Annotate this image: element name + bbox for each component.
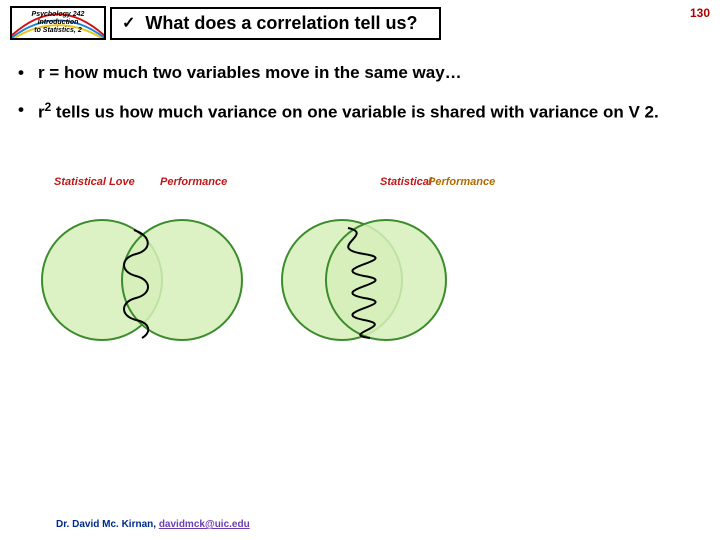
- check-icon: ✓: [122, 13, 135, 33]
- bullet-marker: •: [18, 99, 24, 125]
- bullet-marker: •: [18, 62, 24, 85]
- venn-label-right: Performance: [160, 176, 227, 188]
- footer: Dr. David Mc. Kirnan, davidmck@uic.edu: [56, 519, 250, 530]
- venn-diagram: StatisticalPerformance: [254, 168, 464, 368]
- venn-label-right: Performance: [428, 176, 495, 188]
- slide-number: 130: [690, 6, 710, 20]
- venn-diagram: Statistical Love Performance: [34, 168, 244, 368]
- logo-line3: to Statistics, 2: [32, 27, 85, 35]
- venn-label-left: Statistical: [380, 176, 432, 188]
- venn-label-left: Statistical Love: [54, 176, 135, 188]
- logo-text: Psychology 242 Introduction to Statistic…: [32, 11, 85, 34]
- slide-title: What does a correlation tell us?: [145, 13, 417, 34]
- author-email: davidmck@uic.edu: [159, 519, 250, 530]
- bullet-text: r2 tells us how much variance on one var…: [38, 99, 702, 125]
- bullet-text: r = how much two variables move in the s…: [38, 62, 702, 85]
- venn-diagrams: Statistical Love Performance StatisticalPe…: [34, 168, 464, 368]
- bullet-list: • r = how much two variables move in the …: [18, 62, 702, 139]
- author-name: Dr. David Mc. Kirnan,: [56, 519, 159, 530]
- bullet-item: • r2 tells us how much variance on one va…: [18, 99, 702, 125]
- bullet-item: • r = how much two variables move in the …: [18, 62, 702, 85]
- logo-line2: Introduction: [32, 19, 85, 27]
- logo-line1: Psychology 242: [32, 11, 85, 19]
- slide-title-box: ✓ What does a correlation tell us?: [110, 7, 441, 40]
- course-logo: Psychology 242 Introduction to Statistic…: [10, 6, 106, 40]
